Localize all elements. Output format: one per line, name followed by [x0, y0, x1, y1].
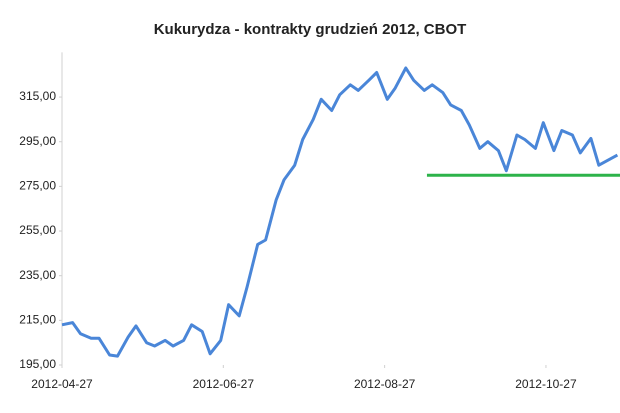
- y-tick-label: 215,00: [19, 313, 56, 327]
- x-tick-label: 2012-08-27: [354, 377, 416, 391]
- y-tick-label: 275,00: [19, 179, 56, 193]
- y-tick-label: 295,00: [19, 134, 56, 148]
- y-tick-label: 315,00: [19, 89, 56, 103]
- y-tick-label: 255,00: [19, 223, 56, 237]
- y-tick-label: 195,00: [19, 357, 56, 371]
- x-tick-label: 2012-10-27: [515, 377, 577, 391]
- x-tick-label: 2012-04-27: [31, 377, 93, 391]
- x-tick-label: 2012-06-27: [193, 377, 255, 391]
- chart-title: Kukurydza - kontrakty grudzień 2012, CBO…: [154, 21, 467, 38]
- data-line: [61, 66, 619, 358]
- y-tick-label: 235,00: [19, 268, 56, 282]
